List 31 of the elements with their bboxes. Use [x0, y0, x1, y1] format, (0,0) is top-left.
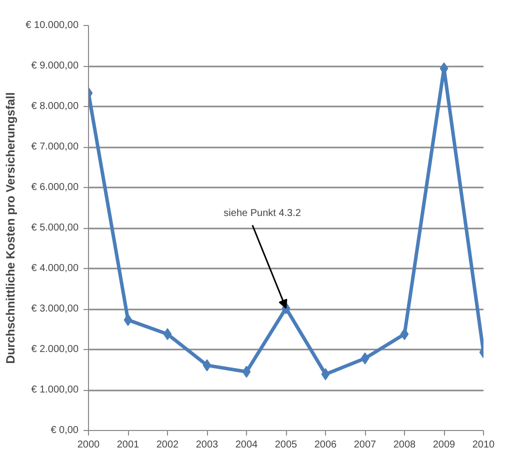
y-tick-label: € 5.000,00 — [31, 222, 79, 234]
point — [242, 366, 251, 378]
x-tick-label: 2000 — [77, 440, 100, 450]
point — [321, 368, 330, 380]
y-tick-label: € 9.000,00 — [31, 60, 79, 72]
point — [163, 328, 172, 340]
x-tick-label: 2010 — [472, 440, 496, 450]
y-tick-label: € 6.000,00 — [31, 182, 79, 193]
y-tick-label: € 10.000,00 — [26, 20, 79, 31]
x-tick-label: 2008 — [393, 440, 416, 450]
x-tick-label: 2007 — [354, 440, 377, 450]
x-tick-label: 2001 — [116, 440, 140, 450]
point — [400, 328, 409, 340]
annotation: siehe Punkt 4.3.2 — [224, 208, 302, 220]
x-tick-label: 2003 — [196, 440, 219, 450]
y-tick-label: € 0,00 — [50, 425, 79, 436]
y-tick-label: € 4.000,00 — [31, 263, 79, 274]
x-tick-label: 2002 — [156, 440, 180, 450]
y-tick-label: € 2.000,00 — [31, 344, 79, 355]
point — [360, 352, 370, 364]
x-tick-label: 2004 — [235, 440, 258, 450]
point — [124, 314, 132, 326]
x-tick-label: 2009 — [432, 440, 456, 450]
y-tick-label: € 1.000,00 — [31, 384, 79, 396]
point — [202, 359, 212, 372]
y-tick-label: € 8.000,00 — [31, 101, 79, 112]
x-tick-label: 2005 — [274, 440, 298, 450]
y-axis-title: Durchschnittliche Kosten pro Versicherungsfall — [4, 92, 18, 364]
y-tick-label: € 3.000,00 — [31, 304, 79, 314]
x-tick-label: 2006 — [314, 440, 338, 450]
y-tick-label: € 7.000,00 — [31, 142, 79, 152]
